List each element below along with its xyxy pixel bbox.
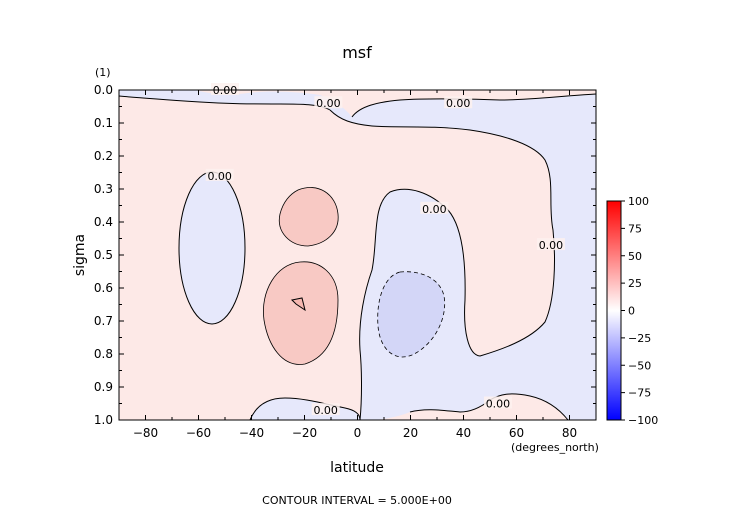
- negative-region-top-band: [119, 90, 596, 420]
- contour-label: 0.00: [316, 97, 341, 110]
- contour-label: 0.00: [422, 203, 447, 216]
- contour-label-bg: [211, 83, 239, 95]
- contour-negative-core: [377, 271, 446, 358]
- contour-label-bg: [536, 238, 565, 251]
- positive-regions: [262, 187, 339, 365]
- x-tick-label: −40: [239, 426, 264, 440]
- y-tick-label: 1.0: [94, 413, 113, 427]
- y-tick-label: 0.2: [94, 149, 113, 163]
- contour-interval-text: CONTOUR INTERVAL = 5.000E+00: [262, 494, 452, 507]
- x-units-label: (degrees_north): [511, 441, 599, 454]
- contour-top: [118, 95, 331, 111]
- y-tick-label: 0.6: [94, 281, 113, 295]
- x-axis-ticks: −80 −60 −40 −20 0 20 40 60 80: [118, 90, 597, 440]
- contour-label-bg: [444, 96, 473, 109]
- x-tick-label: 20: [403, 426, 418, 440]
- x-tick-label: 40: [456, 426, 471, 440]
- y-tick-label: 0.3: [94, 182, 113, 196]
- x-tick-label: 80: [562, 426, 577, 440]
- x-axis-title: latitude: [330, 460, 384, 476]
- y-axis-ticks: 0.0 0.1 0.2 0.3 0.4 0.5 0.6 0.7 0.8 0.9 1.0: [94, 83, 596, 427]
- x-tick-label: 0: [354, 426, 362, 440]
- contour-label: 0.00: [207, 170, 232, 183]
- colorbar-tick-label: −50: [628, 359, 651, 372]
- y-units-label: (1): [95, 66, 111, 79]
- contour-label-bg: [420, 201, 449, 214]
- y-axis-title: sigma: [72, 234, 88, 276]
- contour-label: 0.00: [313, 404, 338, 417]
- y-tick-label: 0.1: [94, 116, 113, 130]
- y-tick-label: 0.4: [94, 215, 113, 229]
- colorbar: [606, 200, 622, 421]
- contour-label-bg: [314, 96, 343, 109]
- y-tick-label: 0.7: [94, 314, 113, 328]
- contour-main: [329, 109, 555, 421]
- positive-region-inner-contour: [290, 297, 306, 312]
- chart-title: msf: [342, 43, 372, 62]
- negative-region-core: [377, 271, 445, 357]
- colorbar-tick-label: 75: [628, 222, 642, 235]
- colorbar-tick-label: 25: [628, 277, 642, 290]
- contour-label-bg: [483, 396, 512, 409]
- colorbar-tick-label: 0: [628, 305, 635, 318]
- x-tick-label: −80: [133, 426, 158, 440]
- colorbar-tick-label: 100: [628, 195, 649, 208]
- colorbar-tick-label: −100: [628, 414, 658, 427]
- y-tick-label: 0.5: [94, 248, 113, 262]
- negative-regions: [119, 90, 596, 420]
- contour-label: 0.00: [486, 398, 511, 411]
- colorbar-tick-label: −25: [628, 332, 651, 345]
- colorbar-ticks: 100 75 50 25 0 −25 −50 −75 −100: [621, 195, 658, 427]
- colorbar-tick-label: 50: [628, 250, 642, 263]
- x-tick-label: 60: [509, 426, 524, 440]
- contour-labels: 0.000.00 0.000.000.000.000.000.00: [205, 83, 565, 417]
- positive-region-upper-cell: [278, 187, 339, 247]
- contour-label: 0.00: [539, 239, 564, 252]
- y-tick-label: 0.8: [94, 347, 113, 361]
- contour-surface-pocket: [249, 397, 361, 421]
- y-tick-label: 0.9: [94, 380, 113, 394]
- contour-label-bg: [311, 403, 340, 416]
- negative-region-left-cell: [179, 172, 245, 324]
- y-tick-label: 0.0: [94, 83, 113, 97]
- colorbar-tick-label: −75: [628, 387, 651, 400]
- x-tick-label: −60: [186, 426, 211, 440]
- positive-region-lower-cell: [262, 261, 339, 365]
- x-tick-label: −20: [292, 426, 317, 440]
- contour-label: 0.00: [446, 97, 471, 110]
- contour-label-bg: [205, 168, 234, 181]
